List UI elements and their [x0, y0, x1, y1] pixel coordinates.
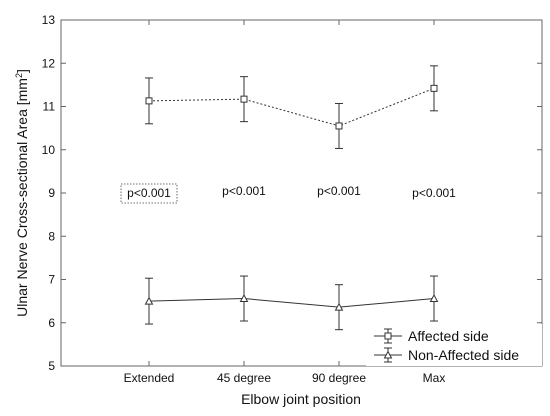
legend-label: Non-Affected side — [408, 347, 519, 363]
triangle-marker — [144, 296, 154, 305]
y-tick-label: 10 — [42, 143, 56, 157]
series-1 — [145, 65, 438, 149]
y-tick-label: 12 — [42, 56, 56, 70]
x-tick-label: 45 degree — [217, 371, 271, 385]
square-marker — [384, 332, 392, 340]
y-tick-label: 8 — [48, 229, 55, 243]
series-2 — [144, 275, 439, 331]
y-tick-label: 13 — [42, 13, 56, 27]
annotation-box — [120, 183, 178, 204]
square-marker — [430, 84, 438, 92]
series-line — [148, 298, 435, 308]
legend-background — [366, 324, 542, 366]
x-axis: Extended 45 degree 90 degree Max — [124, 20, 446, 385]
square-marker — [240, 95, 248, 103]
square-marker — [335, 122, 343, 130]
y-axis: 5 6 7 8 9 10 11 12 13 — [42, 13, 542, 373]
square-marker — [145, 97, 153, 105]
x-axis-label: Elbow joint position — [241, 391, 361, 407]
triangle-marker — [429, 293, 439, 303]
series-line — [148, 87, 435, 127]
p-value-annotation: p<0.001 — [412, 186, 456, 200]
y-axis-label: Ulnar Nerve Cross-sectional Area [mm2] — [14, 69, 30, 317]
legend-label: Affected side — [408, 328, 489, 344]
x-tick-label: 90 degree — [312, 371, 366, 385]
legend-item-2: Non-Affected side — [374, 347, 519, 363]
y-tick-label: 9 — [48, 186, 55, 200]
series-layer — [144, 65, 439, 331]
x-tick-label: Extended — [124, 371, 175, 385]
triangle-marker — [383, 350, 393, 359]
legend-item-1: Affected side — [374, 328, 489, 344]
x-tick-label: Max — [423, 371, 446, 385]
triangle-marker — [239, 293, 249, 303]
p-value-annotation: p<0.001 — [222, 184, 266, 198]
y-tick-label: 7 — [48, 273, 55, 287]
p-value-annotation: p<0.001 — [317, 184, 361, 198]
y-tick-label: 5 — [48, 359, 55, 373]
annotation-layer: p<0.001 p<0.001 p<0.001 p<0.001 — [120, 183, 456, 204]
y-tick-label: 6 — [48, 316, 55, 330]
y-tick-label: 11 — [43, 100, 56, 114]
triangle-marker — [334, 302, 344, 311]
legend: Affected side Non-Affected side — [366, 324, 542, 366]
p-value-annotation: p<0.001 — [127, 186, 171, 200]
